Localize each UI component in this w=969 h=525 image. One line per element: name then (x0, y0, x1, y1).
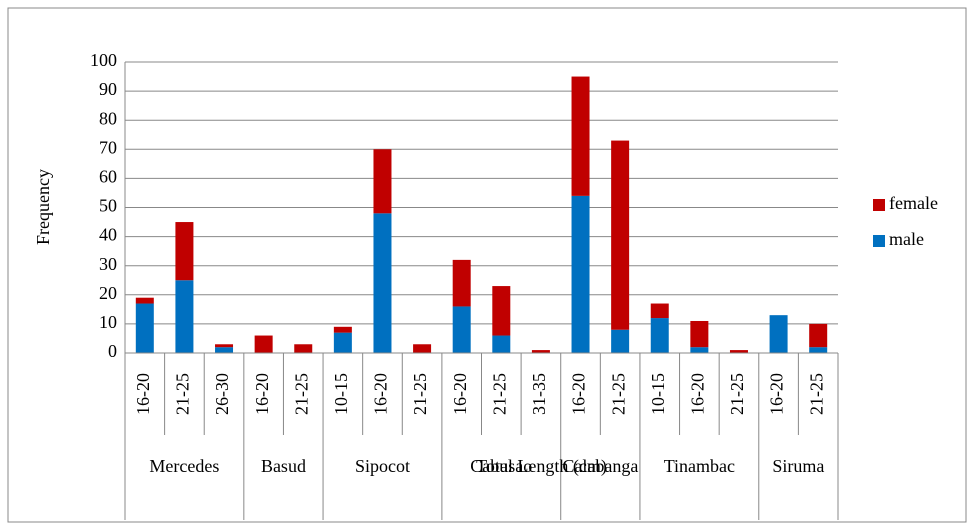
bar-segment (135, 297, 154, 304)
bar-segment (611, 329, 630, 353)
bar-segment (769, 315, 788, 353)
legend-swatch (873, 199, 885, 211)
x-tick-label: 21-25 (608, 373, 628, 415)
bar-segment (413, 344, 432, 353)
x-tick-label: 21-25 (291, 373, 311, 415)
y-tick-label: 0 (108, 341, 117, 361)
y-tick-label: 80 (99, 108, 117, 128)
bar-segment (571, 76, 590, 196)
bar-segment (373, 213, 392, 353)
x-tick-label: 16-20 (569, 373, 589, 415)
bar-segment (452, 259, 471, 307)
x-tick-label: 21-25 (806, 373, 826, 415)
bar-segment (254, 335, 273, 353)
y-tick-label: 30 (99, 254, 117, 274)
x-tick-label: 16-20 (767, 373, 787, 415)
y-tick-label: 90 (99, 79, 117, 99)
legend-swatch (873, 235, 885, 247)
group-label: Tinambac (664, 456, 735, 476)
x-tick-label: 16-20 (687, 373, 707, 415)
bar-segment (215, 347, 234, 353)
bar-segment (175, 280, 194, 353)
y-tick-label: 50 (99, 196, 117, 216)
x-tick-label: 21-25 (727, 373, 747, 415)
legend-label: male (889, 229, 924, 249)
x-tick-label: 10-15 (648, 373, 668, 415)
x-tick-label: 16-20 (450, 373, 470, 415)
bar-segment (690, 320, 709, 348)
bar-segment (215, 344, 234, 348)
group-label: Sipocot (355, 456, 410, 476)
group-label: Calabanga (562, 456, 638, 476)
legend-label: female (889, 193, 938, 213)
bar-segment (492, 286, 511, 336)
y-tick-label: 20 (99, 283, 117, 303)
y-tick-label: 100 (90, 50, 117, 70)
y-tick-label: 10 (99, 312, 117, 332)
bar-segment (175, 222, 194, 281)
x-tick-label: 16-20 (133, 373, 153, 415)
bar-segment (809, 323, 828, 348)
bar-segment (650, 318, 669, 353)
group-label: Siruma (772, 456, 824, 476)
y-tick-label: 60 (99, 167, 117, 187)
y-tick-label: 40 (99, 225, 117, 245)
y-tick-label: 70 (99, 137, 117, 157)
bar-segment (452, 306, 471, 353)
bar-segment (531, 350, 550, 353)
group-label: Basud (261, 456, 306, 476)
bar-segment (492, 335, 511, 353)
bar-segment (333, 326, 352, 333)
x-tick-label: 21-25 (410, 373, 430, 415)
x-axis-label: Total Length (cm) (476, 456, 607, 477)
bar-segment (729, 350, 748, 353)
bar-segment (333, 332, 352, 353)
group-label: Mercedes (149, 456, 219, 476)
group-label: Cabusao (470, 456, 532, 476)
bar-segment (373, 149, 392, 214)
bar-segment (650, 303, 669, 319)
bar-segment (294, 344, 313, 353)
bar-segment (690, 347, 709, 353)
bar-segment (611, 140, 630, 330)
x-tick-label: 21-25 (173, 373, 193, 415)
bar-segment (571, 195, 590, 353)
x-tick-label: 26-30 (212, 373, 232, 415)
x-tick-label: 21-25 (489, 373, 509, 415)
bar-segment (135, 303, 154, 353)
x-tick-label: 10-15 (331, 373, 351, 415)
x-tick-label: 31-35 (529, 373, 549, 415)
x-tick-label: 16-20 (252, 373, 272, 415)
chart-frame (7, 7, 967, 523)
bar-segment (809, 347, 828, 353)
x-tick-label: 16-20 (371, 373, 391, 415)
y-axis-label: Frequency (33, 169, 53, 245)
